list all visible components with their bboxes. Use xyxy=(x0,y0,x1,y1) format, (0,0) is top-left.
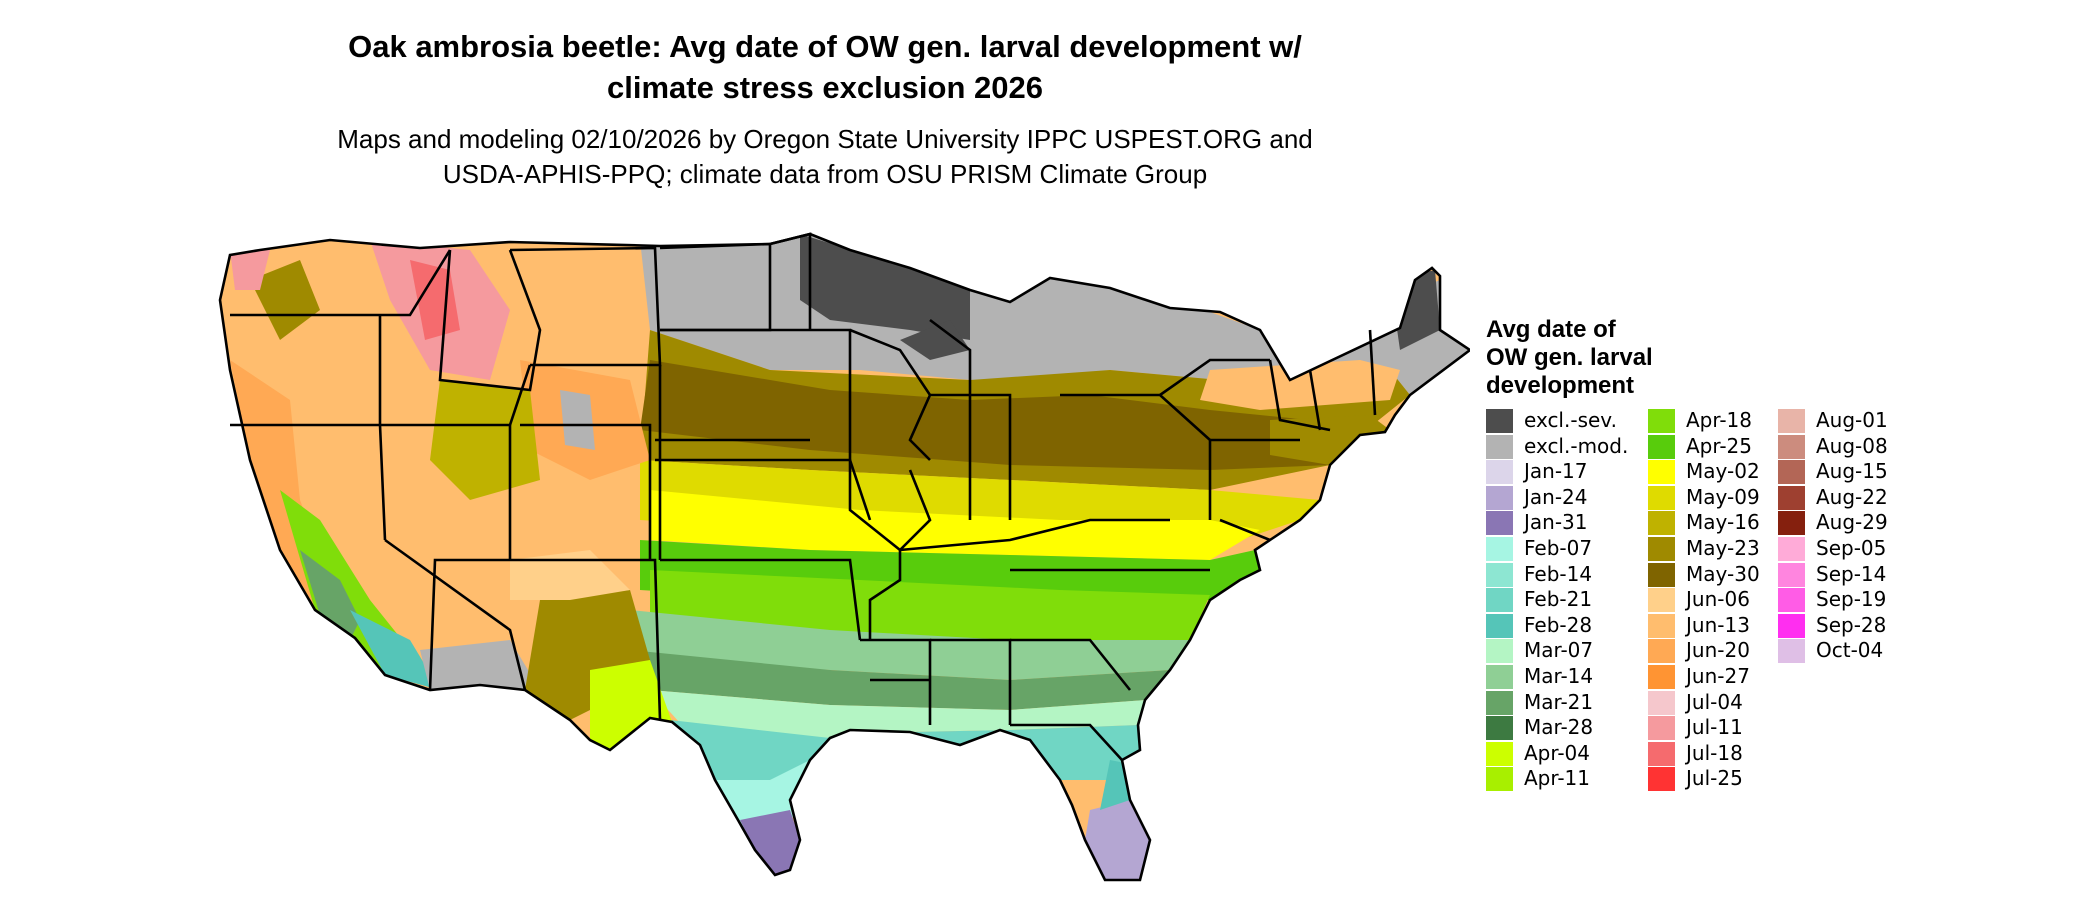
legend-title-line-1: Avg date of xyxy=(1486,316,1616,343)
legend-label: Feb-28 xyxy=(1524,612,1593,637)
legend-label: Apr-18 xyxy=(1686,408,1752,432)
legend-label: Apr-04 xyxy=(1524,740,1590,765)
legend-swatch xyxy=(1778,460,1805,485)
legend-label: Jan-17 xyxy=(1524,459,1588,484)
legend-label: Jul-25 xyxy=(1686,766,1743,791)
legend-label: May-02 xyxy=(1686,459,1760,484)
legend-label: excl.-mod. xyxy=(1524,433,1629,458)
map-title-line-1: Oak ambrosia beetle: Avg date of OW gen.… xyxy=(348,29,1302,64)
legend-swatch xyxy=(1486,690,1513,715)
legend-label: Oct-04 xyxy=(1816,638,1884,663)
legend-label: Jul-11 xyxy=(1686,715,1743,740)
legend-label: Jul-18 xyxy=(1686,740,1743,765)
legend-swatch xyxy=(1648,588,1675,613)
legend-swatch xyxy=(1486,716,1513,741)
legend-label: Jun-20 xyxy=(1686,638,1750,663)
legend-swatch xyxy=(1486,511,1513,536)
legend-swatch xyxy=(1778,613,1805,638)
legend-swatch xyxy=(1648,511,1675,536)
map-title: Oak ambrosia beetle: Avg date of OW gen.… xyxy=(250,26,1400,108)
legend-swatch xyxy=(1486,613,1513,638)
legend-swatch xyxy=(1486,485,1513,510)
legend-label: Apr-11 xyxy=(1524,766,1590,791)
legend-label: May-30 xyxy=(1686,561,1760,586)
us-map xyxy=(218,232,1470,882)
legend-title: Avg date of OW gen. larval development xyxy=(1486,316,1653,400)
legend-swatch xyxy=(1648,716,1675,741)
legend-label: Aug-22 xyxy=(1816,484,1888,509)
legend-label: May-16 xyxy=(1686,510,1760,535)
legend-label: May-23 xyxy=(1686,535,1760,560)
legend-swatch xyxy=(1648,767,1675,792)
legend-swatch xyxy=(1486,562,1513,587)
legend-label: Sep-28 xyxy=(1816,612,1887,637)
legend-title-line-2: OW gen. larval xyxy=(1486,344,1653,371)
legend-label: Jun-06 xyxy=(1686,587,1750,612)
legend-swatch xyxy=(1778,434,1805,459)
legend-swatch xyxy=(1648,613,1675,638)
legend-swatch xyxy=(1778,485,1805,510)
legend-label: Feb-14 xyxy=(1524,561,1593,586)
legend-swatch xyxy=(1486,639,1513,664)
legend-label: Mar-28 xyxy=(1524,715,1594,740)
legend-swatch xyxy=(1648,536,1675,561)
legend-label: Mar-07 xyxy=(1524,638,1594,663)
legend-swatch xyxy=(1648,741,1675,766)
legend-swatch xyxy=(1778,639,1805,664)
legend-label: Aug-15 xyxy=(1816,459,1888,484)
legend-swatch xyxy=(1486,460,1513,485)
legend-swatch xyxy=(1778,511,1805,536)
legend-label: Sep-14 xyxy=(1816,561,1887,586)
map-subtitle-line-1: Maps and modeling 02/10/2026 by Oregon S… xyxy=(337,124,1313,154)
legend-swatch xyxy=(1778,409,1805,433)
legend-label: Mar-21 xyxy=(1524,689,1594,714)
legend-label: excl.-sev. xyxy=(1524,408,1617,432)
legend-swatch xyxy=(1648,434,1675,459)
legend-swatch xyxy=(1486,741,1513,766)
legend-label: Feb-07 xyxy=(1524,535,1593,560)
legend-swatch xyxy=(1648,639,1675,664)
legend-label: Sep-19 xyxy=(1816,587,1887,612)
legend-label: Apr-25 xyxy=(1686,433,1752,458)
legend-swatch xyxy=(1486,767,1513,792)
legend-title-line-3: development xyxy=(1486,372,1635,399)
legend-swatch xyxy=(1778,562,1805,587)
legend-swatch xyxy=(1648,664,1675,689)
legend-swatch xyxy=(1648,690,1675,715)
legend-swatch xyxy=(1648,460,1675,485)
legend-label: Mar-14 xyxy=(1524,663,1594,688)
legend-label: Sep-05 xyxy=(1816,535,1887,560)
legend-swatch xyxy=(1486,588,1513,613)
legend-label: Jun-13 xyxy=(1686,612,1750,637)
legend-label: Jan-24 xyxy=(1524,484,1588,509)
legend-label: Jun-27 xyxy=(1686,663,1750,688)
legend-swatch xyxy=(1778,588,1805,613)
map-title-line-2: climate stress exclusion 2026 xyxy=(607,70,1043,105)
map-subtitle: Maps and modeling 02/10/2026 by Oregon S… xyxy=(250,122,1400,192)
legend-swatch xyxy=(1486,434,1513,459)
legend-swatch xyxy=(1486,409,1513,433)
legend-label: May-09 xyxy=(1686,484,1760,509)
legend-swatch xyxy=(1486,536,1513,561)
legend-label: Aug-08 xyxy=(1816,433,1888,458)
legend-swatch xyxy=(1648,409,1675,433)
legend-label: Jul-04 xyxy=(1686,689,1743,714)
legend-label: Feb-21 xyxy=(1524,587,1593,612)
legend-swatch xyxy=(1648,485,1675,510)
legend-label: Aug-01 xyxy=(1816,408,1888,432)
map-subtitle-line-2: USDA-APHIS-PPQ; climate data from OSU PR… xyxy=(442,159,1208,189)
legend-label: Aug-29 xyxy=(1816,510,1888,535)
legend-label: Jan-31 xyxy=(1524,510,1588,535)
legend-swatch xyxy=(1778,536,1805,561)
legend-swatch xyxy=(1648,562,1675,587)
legend-swatch xyxy=(1486,664,1513,689)
